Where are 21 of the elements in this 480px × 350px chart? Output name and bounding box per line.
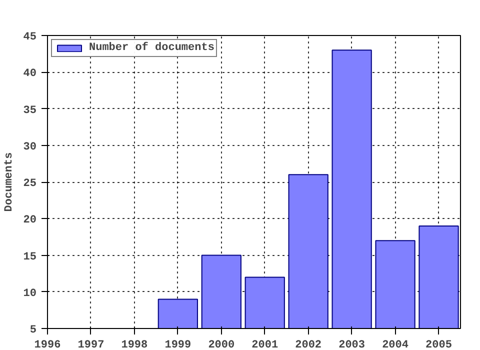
x-tick-label: 2005 — [426, 340, 452, 350]
y-tick-label: 20 — [23, 214, 36, 227]
x-tick-label: 2003 — [338, 340, 366, 350]
y-tick-label: 40 — [23, 68, 36, 80]
y-tick-label: 35 — [23, 104, 37, 117]
x-tick-label: 2002 — [295, 340, 322, 350]
x-tick-label: 1997 — [78, 340, 104, 350]
y-tick-label: 45 — [23, 32, 37, 44]
x-tick-label: 1996 — [34, 340, 61, 350]
x-tick-label: 1998 — [121, 340, 148, 350]
y-tick-label: 30 — [23, 141, 36, 154]
y-tick-label: 15 — [23, 251, 37, 264]
x-tick-label: 2000 — [208, 340, 235, 350]
y-tick-label: 25 — [23, 178, 37, 190]
y-tick-label: 5 — [30, 324, 37, 336]
y-axis-title: Documents — [3, 152, 16, 212]
y-tick-label: 10 — [23, 288, 36, 300]
x-tick-label: 2001 — [252, 340, 278, 350]
x-tick-label: 2004 — [382, 340, 409, 350]
legend-label: Number of documents — [89, 42, 214, 54]
x-tick-label: 1999 — [164, 340, 192, 350]
